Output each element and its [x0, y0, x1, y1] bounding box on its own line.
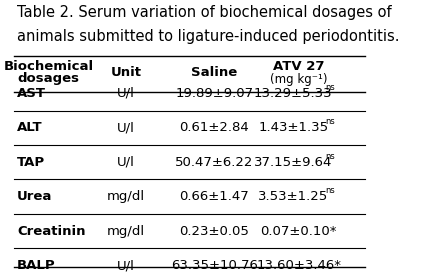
Text: (mg kg⁻¹): (mg kg⁻¹)	[270, 73, 327, 85]
Text: Biochemical: Biochemical	[4, 60, 94, 73]
Text: 0.07±0.10*: 0.07±0.10*	[260, 225, 337, 238]
Text: 63.35±10.76: 63.35±10.76	[171, 259, 257, 272]
Text: ns: ns	[325, 118, 335, 127]
Text: 13.60±3.46*: 13.60±3.46*	[256, 259, 341, 272]
Text: Urea: Urea	[17, 190, 53, 203]
Text: U/l: U/l	[117, 87, 135, 100]
Text: 19.89±9.07: 19.89±9.07	[175, 87, 253, 100]
Text: 37.15±9.64: 37.15±9.64	[254, 156, 332, 169]
Text: AST: AST	[17, 87, 46, 100]
Text: Saline: Saline	[191, 65, 237, 79]
Text: BALP: BALP	[17, 259, 56, 272]
Text: animals submitted to ligature-induced periodontitis.: animals submitted to ligature-induced pe…	[17, 29, 399, 44]
Text: TAP: TAP	[17, 156, 45, 169]
Text: 13.29±5.33: 13.29±5.33	[254, 87, 332, 100]
Text: ns: ns	[325, 83, 335, 92]
Text: ns: ns	[325, 152, 335, 161]
Text: ns: ns	[325, 186, 335, 195]
Text: 0.66±1.47: 0.66±1.47	[179, 190, 249, 203]
Text: U/l: U/l	[117, 156, 135, 169]
Text: U/l: U/l	[117, 259, 135, 272]
Text: 50.47±6.22: 50.47±6.22	[175, 156, 253, 169]
Text: ALT: ALT	[17, 121, 43, 134]
Text: ATV 27: ATV 27	[273, 60, 324, 73]
Text: 3.53±1.25: 3.53±1.25	[258, 190, 329, 203]
Text: 0.61±2.84: 0.61±2.84	[179, 121, 249, 134]
Text: mg/dl: mg/dl	[107, 225, 145, 238]
Text: Creatinin: Creatinin	[17, 225, 86, 238]
Text: U/l: U/l	[117, 121, 135, 134]
Text: 1.43±1.35: 1.43±1.35	[258, 121, 328, 134]
Text: mg/dl: mg/dl	[107, 190, 145, 203]
Text: Unit: Unit	[111, 65, 142, 79]
Text: dosages: dosages	[18, 72, 80, 85]
Text: Table 2. Serum variation of biochemical dosages of: Table 2. Serum variation of biochemical …	[17, 5, 392, 20]
Text: 0.23±0.05: 0.23±0.05	[179, 225, 249, 238]
